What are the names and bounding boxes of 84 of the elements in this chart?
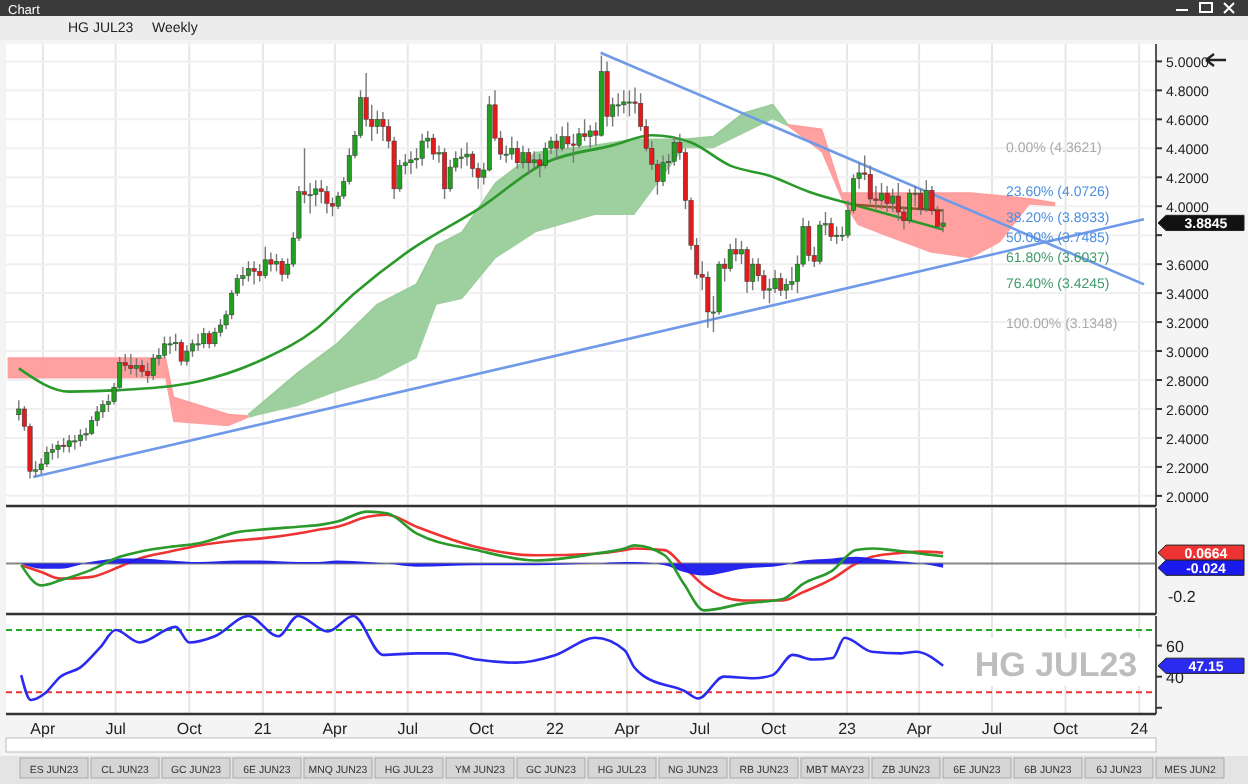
candlestick [531,150,537,170]
candlestick [879,182,884,210]
candlestick [895,182,901,222]
candlestick [464,141,470,167]
candlestick [890,188,896,213]
x-tick-label: Jul [397,720,419,738]
candlestick [145,361,151,384]
candlestick [509,135,515,161]
candlestick [733,237,739,262]
x-tick-label: Apr [30,720,56,738]
candlestick [626,89,632,118]
x-tick-label: Jul [105,720,127,738]
candlestick [537,153,543,178]
candlestick [923,179,929,213]
candlestick [150,353,156,381]
candlestick [806,219,812,262]
candlestick [744,246,750,294]
candlestick [660,154,666,187]
candlestick [162,335,167,359]
x-tick-label: Oct [468,720,496,738]
x-tick-label: Oct [1053,720,1080,738]
candlestick [318,179,324,205]
candlestick [750,257,756,291]
x-tick-label: 22 [546,720,565,738]
candlestick [442,147,447,200]
candlestick [246,260,251,283]
x-tick-label: Apr [614,720,641,738]
candlestick [324,185,330,215]
candlestick [313,179,319,207]
candlestick [621,89,627,115]
candlestick [828,217,834,242]
candlestick [542,141,548,170]
candlestick [419,133,425,167]
candlestick [604,60,610,128]
x-tick-label: Jul [689,720,711,738]
candlestick [167,335,173,355]
candlestick [778,272,784,297]
candlestick [559,125,565,152]
candlestick [447,159,453,193]
candlestick [178,338,184,367]
candlestick [867,164,873,205]
candlestick [907,188,912,225]
candlestick [582,118,588,142]
candlestick [262,246,268,280]
candlestick [380,111,386,142]
candlestick [408,150,414,176]
candlestick [615,92,621,118]
candlestick [201,327,207,349]
candlestick [554,133,560,161]
line-series [19,614,945,702]
candlestick [520,144,526,170]
candlestick [128,353,134,375]
candlestick [251,260,257,286]
y-tick-label: 60 [1166,637,1185,656]
candlestick [184,344,190,367]
x-tick-label: Oct [761,720,788,738]
candlestick [430,133,436,161]
candlestick [72,434,78,451]
x-tick-label: 23 [838,720,858,738]
candlestick [374,109,380,135]
candlestick [767,277,772,304]
candlestick [526,147,532,176]
candlestick [817,219,823,265]
candlestick [268,251,274,273]
x-tick-label: Apr [322,720,349,738]
candlestick [16,399,22,422]
candlestick [212,327,218,348]
candlestick [918,188,924,216]
candlestick [94,405,100,428]
candlestick [279,257,285,283]
candlestick [458,147,464,170]
x-tick-label: 24 [1130,720,1150,738]
candlestick [134,357,139,378]
candlestick [44,445,50,468]
annotation: HG JUL23 [974,646,1138,684]
x-tick-label: 21 [253,720,273,738]
candlestick [55,440,61,459]
x-tick-label: Jul [981,720,1003,738]
x-tick-label: Apr [906,720,933,738]
candlestick [884,185,890,213]
x-tick-label: Oct [176,720,204,738]
candlestick [195,332,201,352]
candlestick [514,140,520,170]
text: -0.2 [1168,588,1197,606]
